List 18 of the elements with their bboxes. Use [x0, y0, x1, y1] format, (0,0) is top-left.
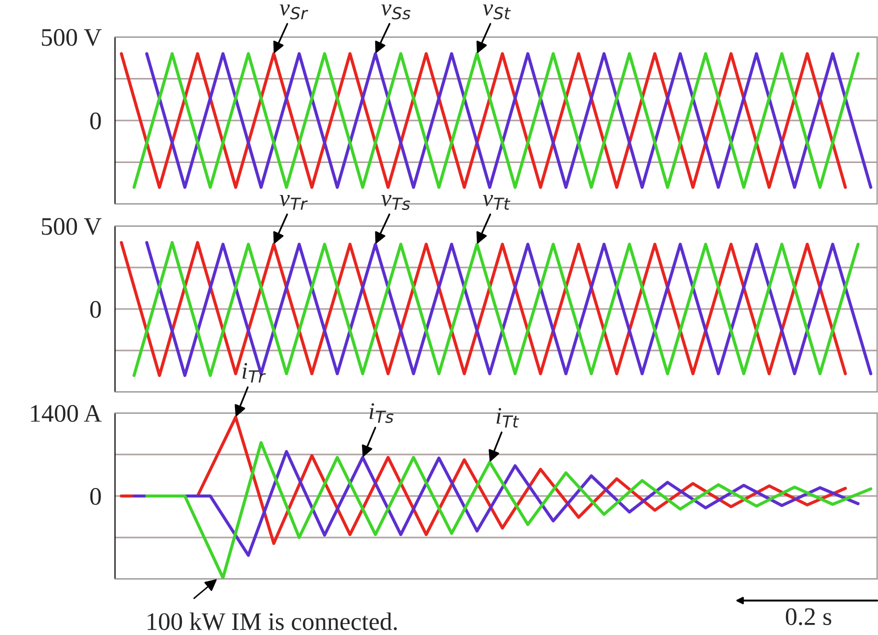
- series-label: v$_{St}$: [482, 4, 511, 20]
- y-tick-label: 0: [90, 488, 101, 505]
- y-tick-label: 0: [90, 301, 101, 318]
- text: 100 kW IM is connected.: [148, 612, 397, 630]
- series-label: v$_{Sr}$: [280, 4, 308, 20]
- text: 0.2 s: [786, 608, 832, 626]
- y-tick-label: 500 V: [42, 29, 102, 46]
- series-label: v$_{Ts}$: [381, 195, 410, 210]
- y-tick-label: 1400 A: [31, 405, 102, 422]
- series-label: v$_{Ss}$: [381, 4, 410, 20]
- series-label: v$_{Tt}$: [482, 195, 510, 210]
- line-series: [145, 441, 872, 579]
- series-label: i$_{Ts}$: [370, 403, 394, 424]
- y-tick-label: 0: [90, 112, 101, 130]
- y-tick-label: 500 V: [42, 218, 102, 236]
- series-label: i$_{Tr}$: [242, 362, 266, 382]
- series-label: i$_{Tt}$: [496, 408, 520, 428]
- series-label: v$_{Tr}$: [280, 195, 308, 210]
